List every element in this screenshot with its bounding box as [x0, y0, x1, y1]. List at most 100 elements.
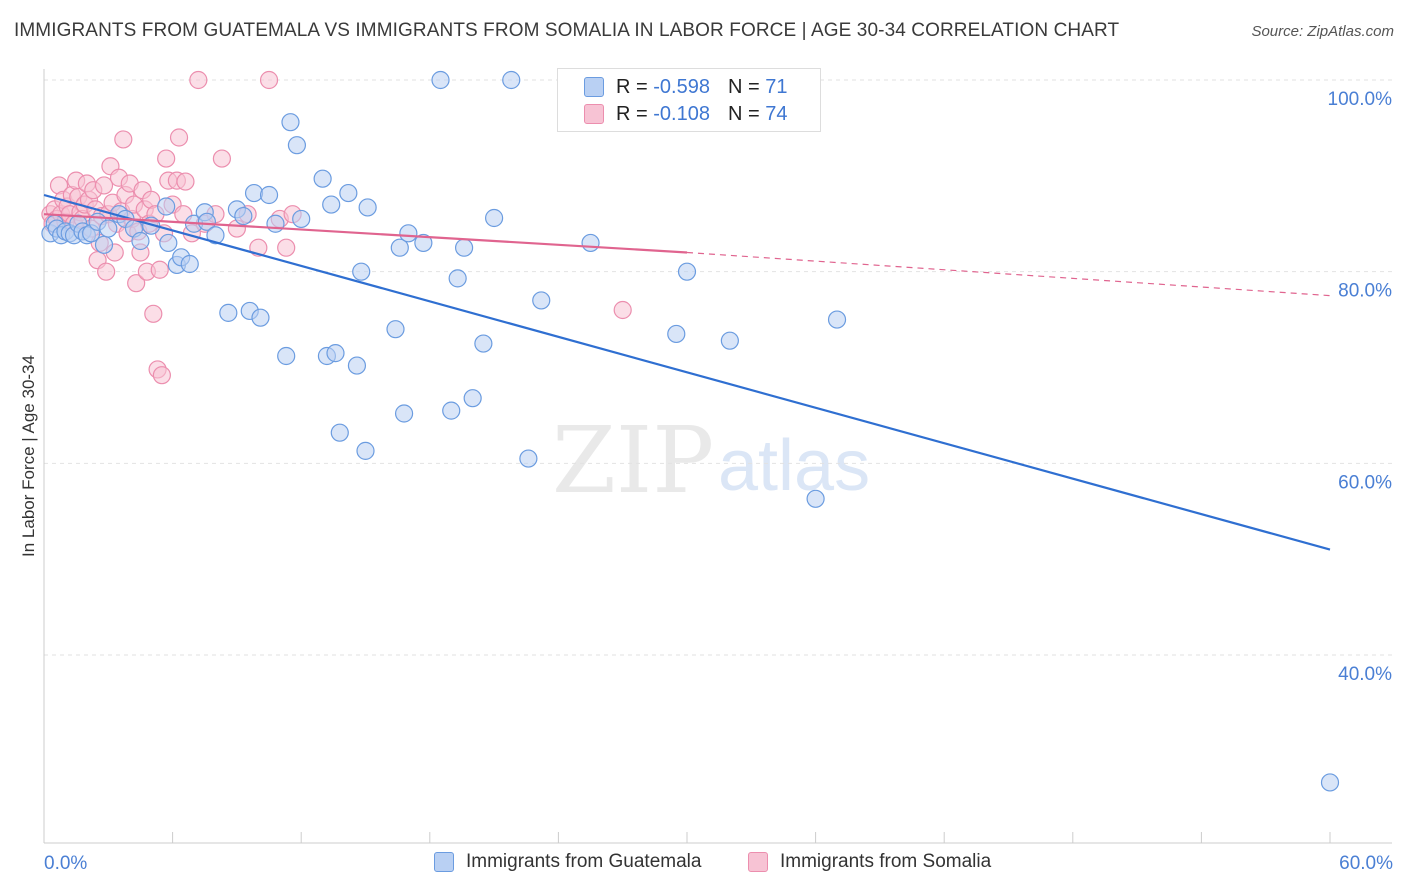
guatemala-point — [219, 303, 238, 322]
guatemala-point — [94, 235, 114, 254]
somalia-point — [150, 260, 169, 279]
guatemala-point — [251, 308, 270, 327]
somalia-n-label: N = — [727, 102, 760, 125]
bottom-somalia-label: Immigrants from Somalia — [780, 851, 992, 872]
axes — [43, 69, 1392, 844]
guatemala-point — [313, 169, 332, 188]
guatemala-point — [581, 233, 600, 253]
guatemala-point — [677, 262, 697, 281]
guatemala-point — [806, 489, 825, 508]
guatemala-point — [485, 208, 504, 228]
guatemala-point — [474, 334, 493, 353]
bottom-legend-somalia: Immigrants from Somalia — [748, 851, 991, 873]
somalia-point — [114, 130, 133, 149]
y-axis-title: In Labor Force | Age 30-34 — [19, 355, 38, 557]
somalia-trend-extension — [686, 251, 1331, 297]
somalia-point — [127, 274, 146, 293]
y-tick-label: 40.0% — [1338, 664, 1392, 685]
x-tick-labels: 0.0% 60.0% — [44, 853, 1393, 874]
somalia-point — [277, 238, 296, 257]
bottom-somalia-swatch — [748, 852, 768, 872]
somalia-r-label: R = — [616, 102, 648, 125]
guatemala-point — [356, 441, 375, 460]
watermark-zip: ZIP — [552, 407, 714, 514]
guatemala-point — [259, 185, 279, 205]
y-tick-label: 60.0% — [1338, 472, 1392, 493]
guatemala-point — [463, 389, 482, 408]
somalia-point — [144, 304, 163, 323]
somalia-point — [212, 149, 231, 168]
guatemala-point — [431, 70, 450, 90]
guatemala-point — [330, 423, 349, 442]
guatemala-point — [287, 136, 307, 155]
guatemala-point — [244, 183, 264, 203]
chart-title: IMMIGRANTS FROM GUATEMALA VS IMMIGRANTS … — [14, 20, 1120, 41]
somalia-point — [176, 172, 195, 191]
y-tick-label: 100.0% — [1328, 89, 1393, 110]
y-tick-label: 80.0% — [1338, 281, 1392, 302]
guatemala-point — [414, 233, 433, 253]
somalia-point — [169, 128, 189, 147]
guatemala-point — [131, 231, 150, 251]
somalia-r-value: -0.108 — [653, 102, 710, 125]
guatemala-point — [667, 324, 686, 344]
guatemala-point — [532, 291, 551, 310]
guatemala-n-value: 71 — [765, 75, 788, 98]
guatemala-point — [159, 233, 178, 253]
somalia-point — [152, 366, 171, 385]
trend-lines — [43, 193, 1331, 551]
gridlines — [44, 79, 1392, 656]
guatemala-trend-line — [43, 193, 1331, 551]
guatemala-point — [358, 198, 377, 217]
legend-row-guatemala: R = -0.598 N = 71 — [584, 74, 787, 100]
somalia-point — [157, 149, 176, 168]
guatemala-point — [454, 238, 474, 257]
guatemala-point — [1320, 773, 1340, 792]
guatemala-point — [157, 197, 176, 216]
guatemala-r-label: R = — [616, 75, 648, 98]
guatemala-point — [399, 224, 418, 243]
guatemala-point — [720, 331, 739, 350]
guatemala-point — [390, 238, 409, 257]
bottom-legend-guatemala: Immigrants from Guatemala — [434, 851, 701, 873]
guatemala-point — [326, 344, 345, 363]
y-tick-labels: 100.0% 80.0% 60.0% 40.0% — [1328, 89, 1393, 685]
guatemala-point — [394, 404, 414, 423]
guatemala-point — [339, 183, 358, 203]
guatemala-point — [277, 346, 296, 366]
guatemala-point — [386, 320, 405, 339]
guatemala-point — [180, 254, 199, 274]
guatemala-point — [281, 113, 300, 132]
somalia-swatch — [584, 104, 604, 124]
guatemala-point — [827, 310, 847, 329]
watermark-atlas: atlas — [718, 426, 870, 506]
somalia-point — [189, 70, 208, 90]
x-ticks — [172, 832, 1331, 843]
bottom-guatemala-swatch — [434, 852, 454, 872]
guatemala-point — [519, 449, 538, 468]
guatemala-point — [292, 209, 311, 229]
guatemala-point — [442, 401, 461, 420]
somalia-n-value: 74 — [765, 102, 788, 125]
guatemala-point — [322, 195, 341, 214]
somalia-point — [97, 262, 116, 281]
guatemala-point — [448, 269, 467, 288]
legend-row-somalia: R = -0.108 N = 74 — [584, 101, 787, 127]
series-guatemala-points — [41, 70, 1340, 792]
bottom-guatemala-label: Immigrants from Guatemala — [466, 851, 702, 872]
guatemala-n-label: N = — [727, 75, 760, 98]
source-credit: Source: ZipAtlas.com — [1251, 23, 1394, 40]
guatemala-point — [347, 356, 367, 375]
guatemala-point — [206, 226, 225, 245]
somalia-point — [94, 176, 114, 195]
guatemala-point — [502, 70, 521, 90]
x-tick-label: 0.0% — [44, 853, 87, 874]
guatemala-point — [99, 219, 118, 238]
guatemala-point — [352, 262, 371, 281]
guatemala-point — [234, 206, 253, 226]
guatemala-point — [197, 212, 216, 231]
guatemala-point — [266, 214, 285, 233]
somalia-point — [259, 70, 279, 90]
correlation-legend: R = -0.598 N = 71 R = -0.108 N = 74 — [557, 68, 821, 132]
